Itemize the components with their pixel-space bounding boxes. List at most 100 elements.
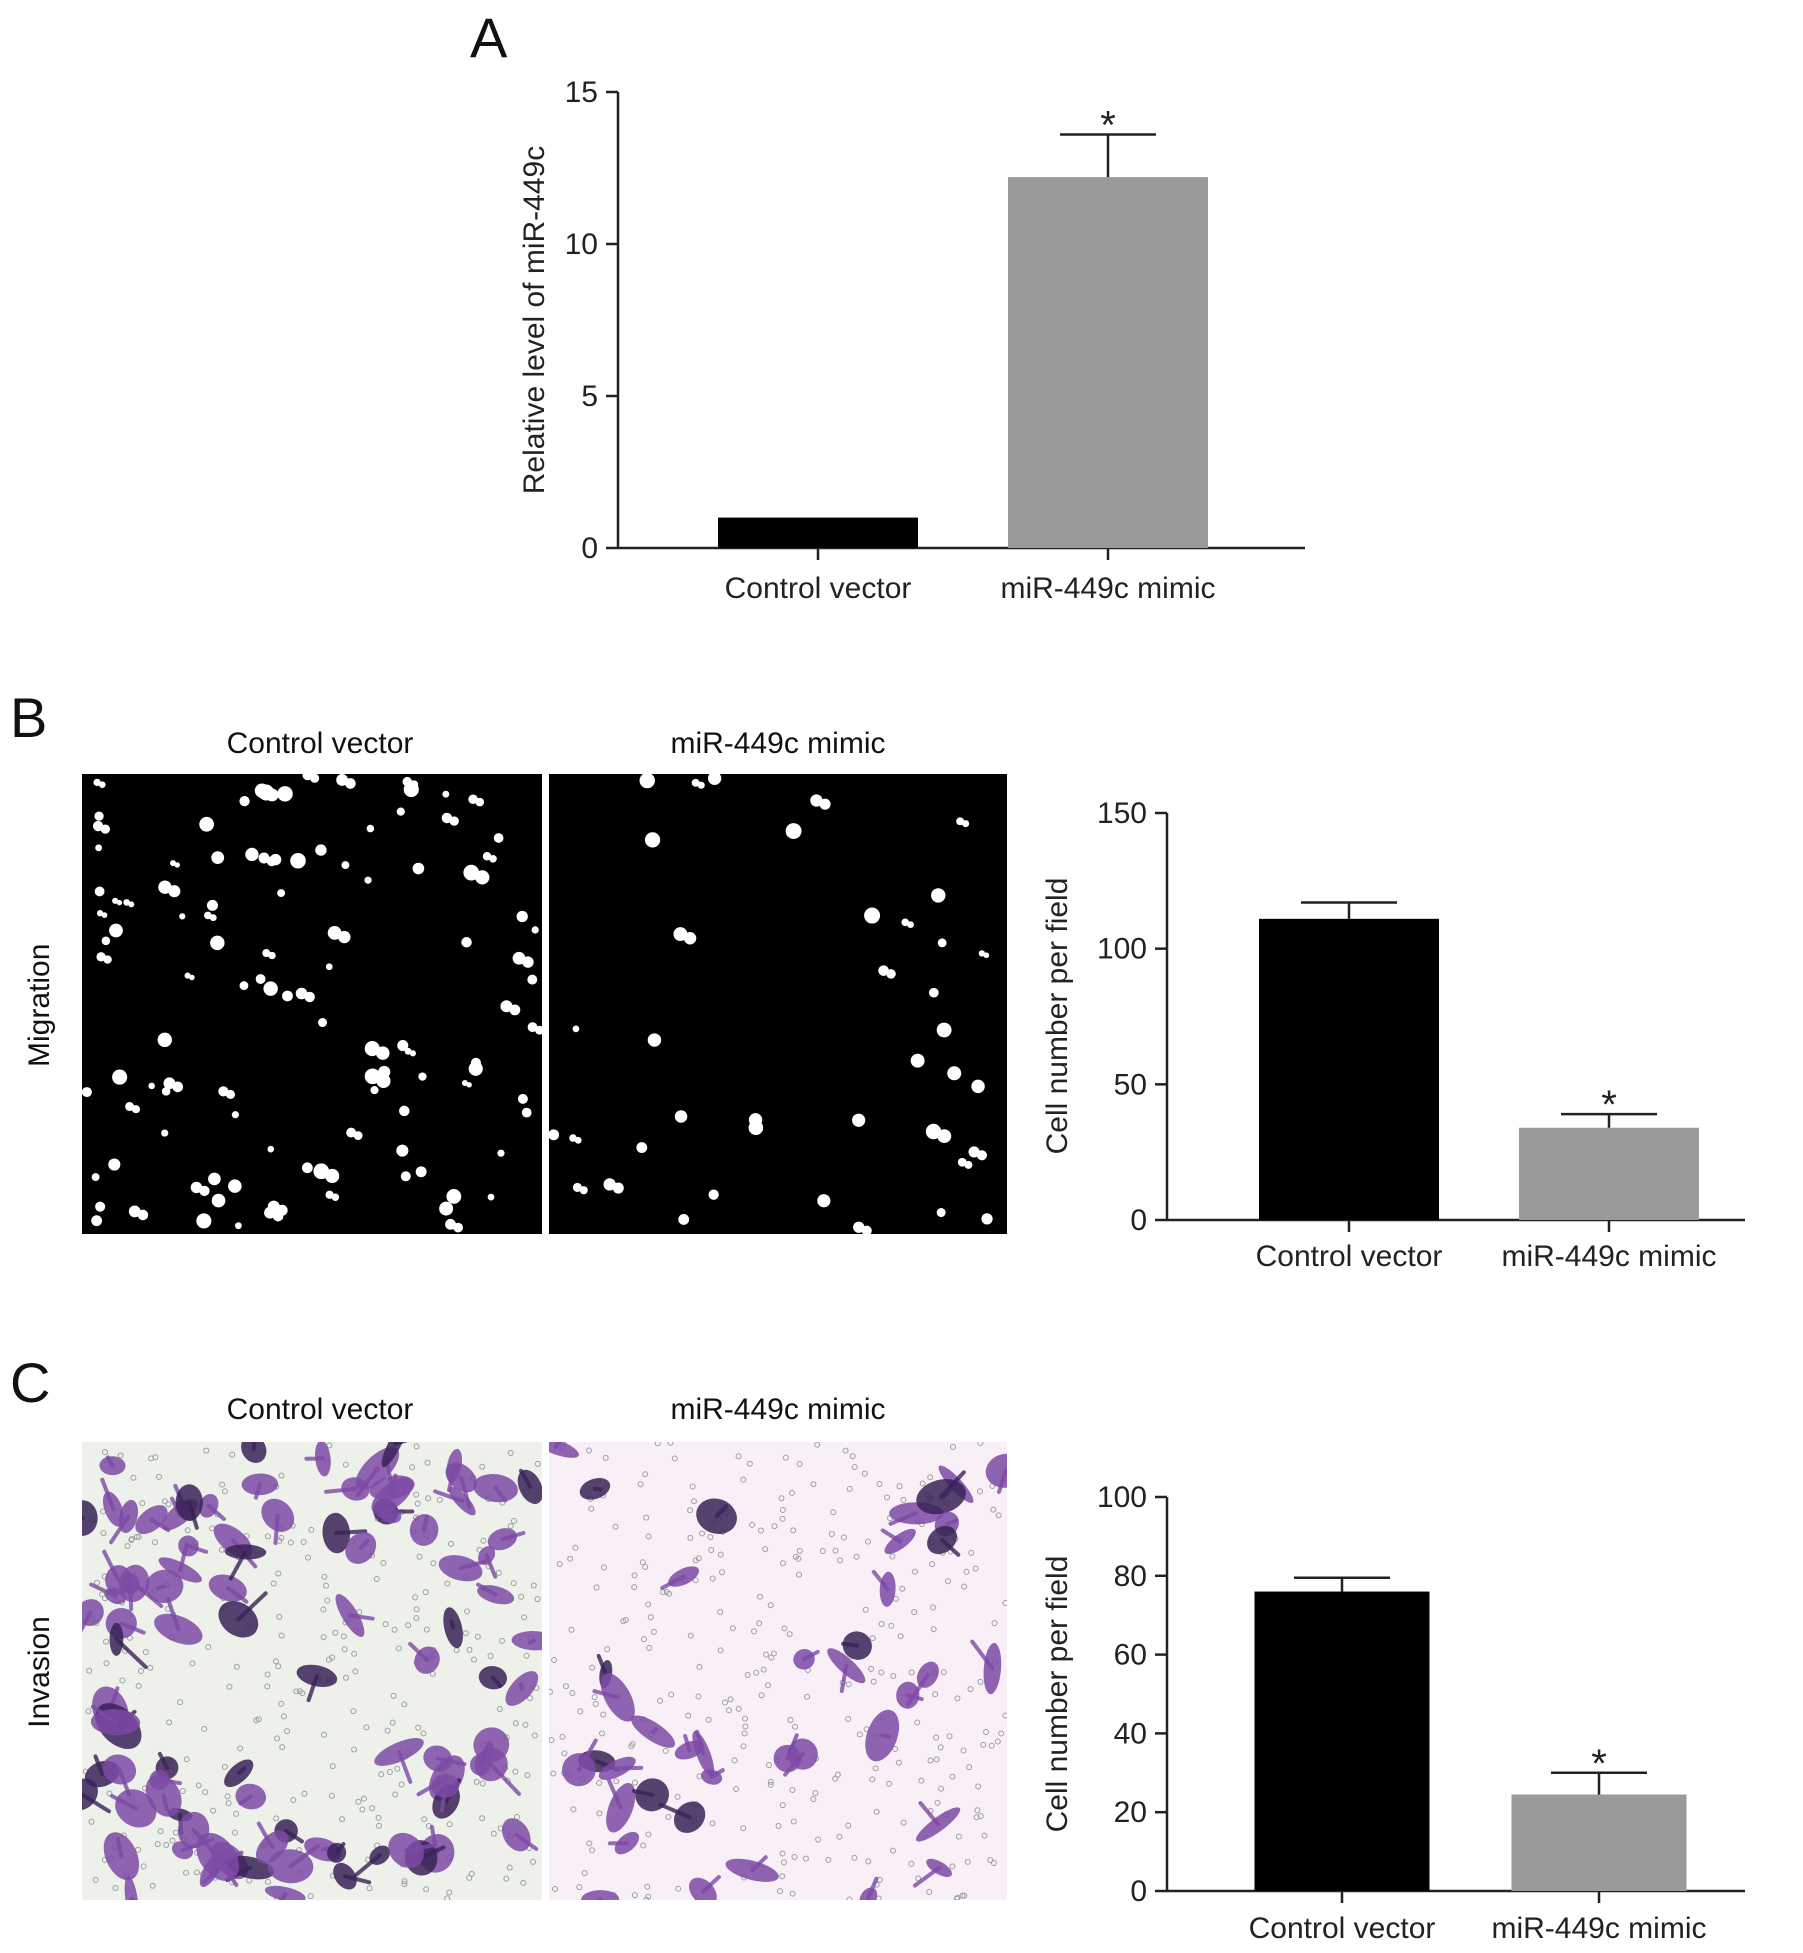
membrane-pore — [744, 1672, 751, 1679]
migrated-cell — [509, 1004, 521, 1016]
membrane-pore — [510, 1517, 517, 1524]
cell-process — [256, 1821, 275, 1850]
migrated-cell — [231, 1111, 239, 1119]
chart-a-y-tick-label: 15 — [565, 76, 598, 109]
cell-process — [114, 1637, 148, 1669]
membrane-pore — [446, 1889, 453, 1896]
migrated-cell — [449, 816, 459, 826]
chart-c-bar-mimic — [1511, 1794, 1687, 1891]
migrated-cell — [442, 790, 450, 798]
cell-process — [93, 1754, 105, 1777]
membrane-pore — [366, 1885, 373, 1892]
membrane-pore — [873, 1808, 880, 1815]
membrane-pore — [949, 1773, 956, 1780]
membrane-pore — [927, 1757, 934, 1764]
cell-process — [408, 1641, 430, 1663]
migrated-cell — [817, 1194, 831, 1208]
chart-c-y-tick-label: 80 — [1114, 1560, 1147, 1593]
cell-process — [392, 1442, 408, 1447]
migrated-cell — [235, 1222, 242, 1230]
cell-process — [149, 1517, 171, 1533]
migrated-cell — [691, 778, 700, 787]
membrane-pore — [751, 1628, 758, 1635]
migrated-cell — [277, 889, 286, 898]
membrane-pore — [908, 1860, 915, 1867]
migrated-cell — [819, 798, 831, 810]
migrated-cell — [265, 788, 279, 802]
membrane-pore — [464, 1608, 471, 1615]
migrated-cell — [199, 816, 214, 832]
cell-process — [841, 1641, 860, 1648]
membrane-pore — [253, 1717, 260, 1724]
membrane-pore — [814, 1442, 821, 1448]
membrane-pore — [392, 1791, 399, 1798]
membrane-pore — [998, 1730, 1005, 1737]
cell-process — [871, 1569, 890, 1592]
membrane-pore — [767, 1778, 774, 1785]
chart-c-plot: 0 20 40 60 80 100 Cell number per field Control… — [1041, 1481, 1745, 1945]
membrane-pore — [474, 1633, 481, 1640]
membrane-pore — [927, 1474, 934, 1481]
chart-b-category-label: miR-449c mimic — [1501, 1240, 1716, 1273]
migrated-cell — [168, 885, 181, 898]
migrated-cell — [461, 1080, 468, 1087]
membrane-pore — [92, 1876, 99, 1883]
cell-process — [447, 1463, 457, 1493]
membrane-pore — [878, 1669, 885, 1676]
chart-a-bar-control — [718, 517, 918, 548]
migrated-cell — [353, 1131, 363, 1140]
membrane-pore — [124, 1543, 131, 1550]
membrane-pore — [99, 1591, 106, 1598]
cell-process — [419, 1845, 446, 1860]
membrane-pore — [273, 1815, 280, 1822]
migrated-cell — [94, 886, 105, 897]
cell-process — [912, 1865, 942, 1888]
membrane-pore — [699, 1530, 706, 1537]
migrated-cell — [125, 1101, 135, 1112]
membrane-pore — [394, 1765, 401, 1772]
membrane-pore — [384, 1727, 391, 1734]
membrane-pore — [278, 1700, 285, 1707]
migrated-cell — [245, 847, 259, 862]
membrane-pore — [521, 1614, 528, 1621]
membrane-pore — [977, 1813, 984, 1820]
membrane-pore — [591, 1694, 598, 1701]
migrated-cell — [396, 807, 405, 816]
membrane-pore — [194, 1869, 201, 1876]
membrane-pore — [480, 1537, 487, 1544]
migrated-cell — [674, 1110, 688, 1123]
cell-process — [422, 1514, 429, 1533]
membrane-pore — [147, 1664, 154, 1671]
membrane-pore — [233, 1810, 240, 1817]
migrated-cell — [376, 1073, 391, 1089]
membrane-pore — [363, 1724, 370, 1731]
membrane-pore — [663, 1588, 670, 1595]
membrane-pore — [911, 1568, 918, 1575]
migrated-cell — [446, 1189, 462, 1204]
chart-a-bar-mimic — [1008, 177, 1208, 548]
membrane-pore — [640, 1636, 647, 1643]
membrane-pore — [596, 1810, 603, 1817]
membrane-pore — [926, 1888, 933, 1895]
migrated-cell — [254, 783, 270, 798]
membrane-pore — [810, 1796, 817, 1803]
membrane-pore — [602, 1454, 609, 1461]
chart-c-y-tick-label: 60 — [1114, 1639, 1147, 1672]
cell-process — [334, 1842, 346, 1855]
migrated-cell — [98, 781, 106, 788]
membrane-pore — [278, 1534, 285, 1541]
membrane-pore — [631, 1584, 638, 1591]
migrated-cell — [928, 987, 939, 998]
membrane-pore — [990, 1859, 997, 1866]
membrane-pore — [380, 1559, 387, 1566]
membrane-pore — [742, 1715, 749, 1722]
membrane-pore — [865, 1858, 872, 1865]
cell-process — [90, 1704, 118, 1725]
membrane-pore — [870, 1678, 877, 1685]
membrane-pore — [987, 1857, 994, 1864]
migrated-cell — [109, 923, 123, 938]
migrated-cell — [295, 987, 308, 1000]
cell-process — [82, 1610, 93, 1633]
membrane-pore — [569, 1689, 576, 1696]
membrane-pore — [490, 1830, 497, 1837]
